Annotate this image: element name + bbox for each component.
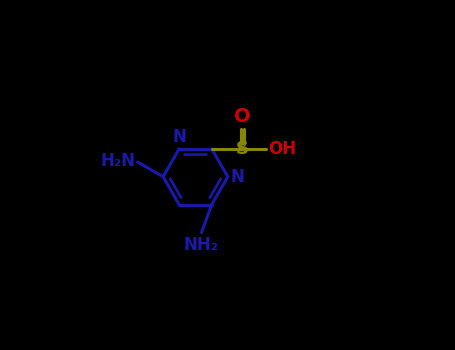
Text: OH: OH xyxy=(268,140,296,158)
Text: H₂N: H₂N xyxy=(101,152,136,170)
Text: O: O xyxy=(234,107,251,126)
Text: NH₂: NH₂ xyxy=(184,236,219,254)
Text: N: N xyxy=(172,127,186,146)
Text: S: S xyxy=(236,140,249,158)
Text: N: N xyxy=(231,168,244,186)
